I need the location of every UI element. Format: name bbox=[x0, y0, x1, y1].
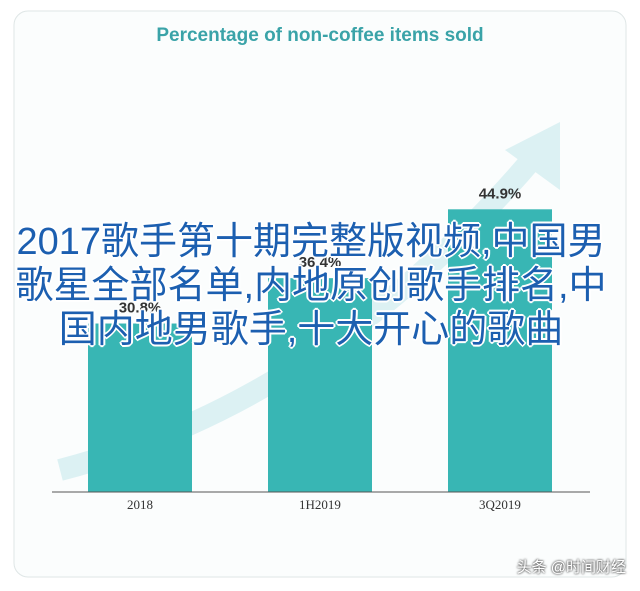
trend-arrow-head bbox=[505, 122, 560, 190]
bar bbox=[88, 323, 192, 492]
watermark: 头条 @时间财经 bbox=[516, 559, 626, 576]
bar bbox=[268, 278, 372, 492]
x-tick-label: 2018 bbox=[127, 497, 153, 512]
bar bbox=[448, 209, 552, 492]
overlay-text: 2017歌手第十期完整版视频,中国男歌星全部名单,内地原创歌手排名,中国内地男歌… bbox=[15, 221, 607, 351]
chart-title: Percentage of non-coffee items sold bbox=[156, 25, 483, 46]
x-tick-label: 1H2019 bbox=[299, 497, 341, 512]
value-label: 30.8% bbox=[119, 299, 162, 316]
x-tick-label: 3Q2019 bbox=[479, 497, 521, 512]
value-label: 44.9% bbox=[479, 185, 522, 202]
value-label: 36.4% bbox=[299, 254, 342, 271]
